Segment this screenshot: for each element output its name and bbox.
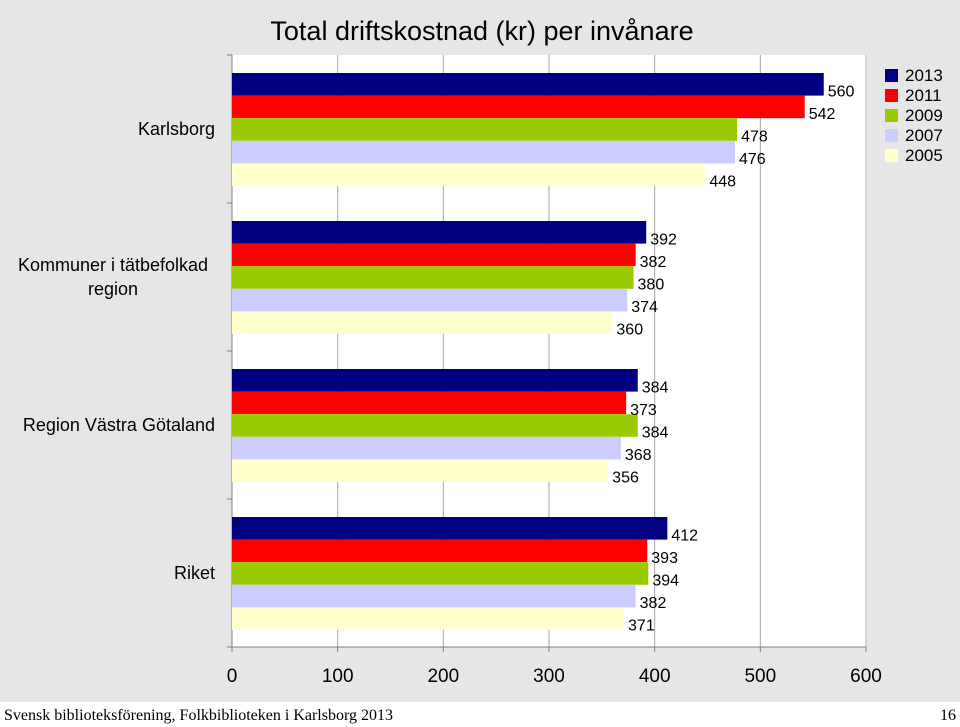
- data-label: 382: [640, 595, 667, 612]
- legend-swatch: [885, 89, 898, 102]
- legend-label: 2009: [905, 106, 943, 125]
- data-label: 476: [739, 151, 766, 168]
- bar: [232, 266, 634, 289]
- legend-label: 2013: [905, 66, 943, 85]
- data-label: 356: [612, 470, 639, 487]
- bar: [232, 140, 735, 164]
- bar: [232, 73, 824, 96]
- bar: [232, 221, 647, 244]
- data-label: 382: [640, 254, 667, 271]
- data-label: 392: [650, 231, 677, 248]
- legend-swatch: [885, 149, 898, 162]
- data-label: 374: [631, 299, 658, 316]
- data-label: 542: [809, 106, 836, 123]
- footer: Svensk biblioteksförening, Folkbibliotek…: [0, 702, 960, 727]
- data-label: 448: [709, 174, 736, 191]
- chart-title: Total driftskostnad (kr) per invånare: [270, 16, 693, 46]
- data-label: 384: [642, 379, 669, 396]
- bar: [232, 436, 621, 460]
- x-tick-label: 300: [533, 666, 565, 687]
- bar-series: [232, 73, 824, 630]
- legend-swatch: [885, 129, 898, 142]
- bar: [232, 95, 805, 119]
- bar: [232, 243, 636, 267]
- x-tick-label: 500: [744, 666, 776, 687]
- category-label: Region Västra Götaland: [23, 415, 215, 435]
- legend-label: 2007: [905, 126, 943, 145]
- data-label: 371: [628, 618, 655, 635]
- bar: [232, 539, 648, 563]
- x-tick-label: 600: [850, 666, 882, 687]
- x-tick-label: 200: [427, 666, 459, 687]
- legend-swatch: [885, 69, 898, 82]
- x-tick-label: 0: [227, 666, 238, 687]
- bar: [232, 311, 613, 334]
- legend-label: 2011: [905, 86, 942, 105]
- x-axis-tick-labels: 0 100 200 300 400 500 600: [227, 666, 882, 687]
- category-label: Karlsborg: [138, 119, 215, 139]
- page-number: 16: [940, 707, 956, 724]
- bar: [232, 584, 636, 608]
- x-tick-label: 100: [322, 666, 354, 687]
- data-label: 412: [671, 527, 698, 544]
- bar: [232, 562, 649, 585]
- data-label: 384: [642, 425, 669, 442]
- data-label: 478: [741, 129, 768, 146]
- bar: [232, 163, 706, 186]
- bar: [232, 118, 738, 141]
- bar: [232, 459, 609, 482]
- data-label: 380: [638, 277, 665, 294]
- bar: [232, 414, 638, 437]
- data-label: 368: [625, 447, 652, 464]
- data-label: 373: [630, 402, 657, 419]
- category-label: Kommuner i tätbefolkad region: [18, 255, 208, 299]
- category-labels: Karlsborg Kommuner i tätbefolkad region Reg…: [18, 119, 215, 583]
- x-tick-label: 400: [639, 666, 671, 687]
- bar: [232, 288, 628, 312]
- bar: [232, 391, 627, 415]
- bar: [232, 607, 625, 630]
- legend-swatch: [885, 109, 898, 122]
- legend-label: 2005: [905, 146, 943, 165]
- bar-chart: Total driftskostnad (kr) per invånare 56…: [18, 16, 943, 687]
- data-label: 394: [652, 573, 679, 590]
- category-label: Riket: [174, 563, 215, 583]
- bar: [232, 369, 638, 392]
- data-label: 393: [651, 550, 678, 567]
- footer-source: Svensk biblioteksförening, Folkbibliotek…: [4, 707, 394, 724]
- data-label: 560: [828, 83, 855, 100]
- bar: [232, 517, 668, 540]
- data-label: 360: [616, 322, 643, 339]
